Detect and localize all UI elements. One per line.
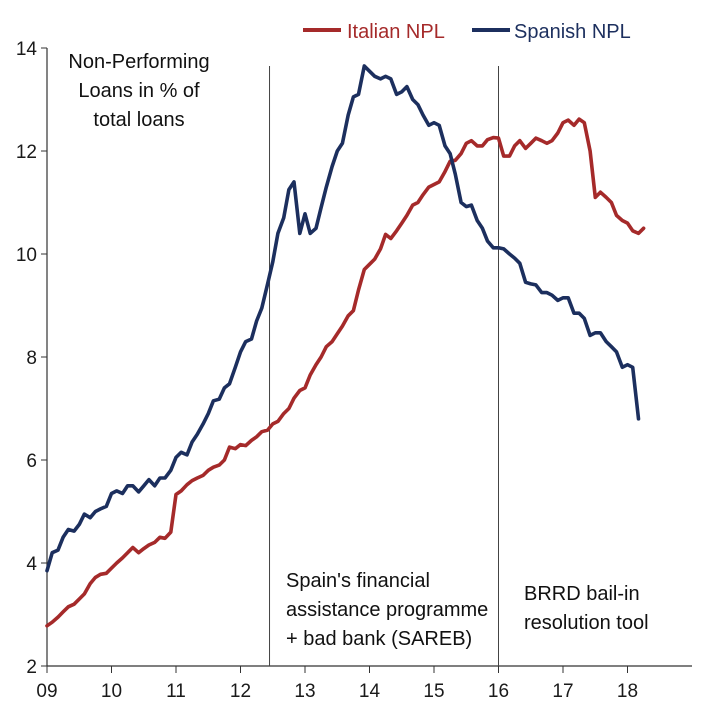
x-tick-label: 11 bbox=[166, 681, 186, 702]
series-line-spanish-npl bbox=[45, 64, 641, 573]
annotation-brrd-line-2: resolution tool bbox=[524, 612, 649, 634]
y-tick-label: 8 bbox=[26, 348, 37, 369]
annotation-spain-line-1: Spain's financial bbox=[286, 570, 430, 592]
y-tick-label: 12 bbox=[16, 142, 37, 163]
annotation-npl-line-3: total loans bbox=[93, 109, 184, 131]
annotation-spain-line-2: assistance programme bbox=[286, 599, 488, 621]
x-tick-label: 18 bbox=[617, 681, 638, 702]
legend-label-italian: Italian NPL bbox=[347, 21, 445, 43]
x-tick-label: 17 bbox=[552, 681, 573, 702]
annotation-npl-line-2: Loans in % of bbox=[78, 80, 200, 102]
x-tick-label: 09 bbox=[36, 681, 57, 702]
y-tick-label: 14 bbox=[16, 39, 38, 60]
x-tick-label: 12 bbox=[230, 681, 251, 702]
y-tick-label: 2 bbox=[26, 657, 37, 678]
legend-label-spanish: Spanish NPL bbox=[514, 21, 631, 43]
x-tick-label: 10 bbox=[101, 681, 122, 702]
annotation-brrd-line-1: BRRD bail-in bbox=[524, 583, 640, 605]
legend: Italian NPL Spanish NPL bbox=[303, 21, 631, 43]
y-tick-label: 4 bbox=[26, 554, 37, 575]
x-tick-label: 13 bbox=[294, 681, 315, 702]
annotations: Non-Performing Loans in % of total loans… bbox=[68, 51, 648, 650]
event-lines bbox=[269, 66, 499, 666]
annotation-npl-line-1: Non-Performing bbox=[68, 51, 209, 73]
y-tick-label: 10 bbox=[16, 245, 37, 266]
axes: 2 4 6 8 10 12 14 09 10 11 12 13 14 15 16 17 18 bbox=[16, 39, 692, 702]
annotation-spain-line-3: + bad bank (SAREB) bbox=[286, 628, 472, 650]
y-tick-label: 6 bbox=[26, 451, 37, 472]
x-tick-label: 15 bbox=[423, 681, 444, 702]
x-tick-label: 16 bbox=[488, 681, 509, 702]
series-lines bbox=[45, 64, 646, 628]
series-line-italian-npl bbox=[45, 117, 646, 628]
x-tick-label: 14 bbox=[359, 681, 381, 702]
